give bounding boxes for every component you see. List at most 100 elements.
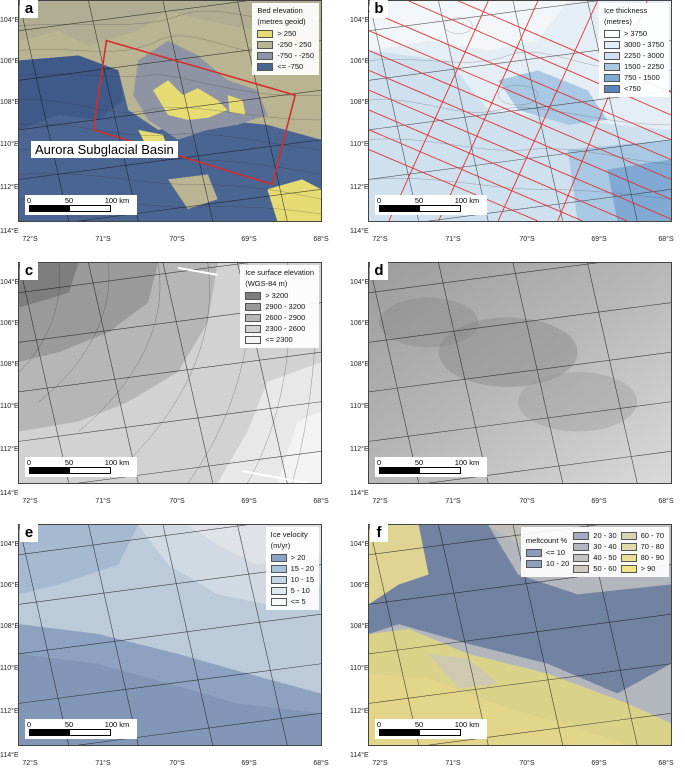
legend-row: 2250 - 3000	[603, 50, 664, 61]
lon-label: 106°E	[350, 58, 370, 65]
legend-title: meltcount %	[525, 536, 568, 545]
meltcount-map: meltcount % <= 10 10 - 20 20 - 30 30 - 4…	[368, 524, 672, 746]
panel-label: c	[20, 262, 38, 280]
legend-row: 70 - 80	[620, 541, 664, 552]
panel-label: e	[20, 524, 38, 542]
legend-subtitle: (WGS-84 m)	[245, 279, 288, 288]
lon-label: 108°E	[0, 623, 20, 630]
legend-row: > 250	[257, 28, 314, 39]
lat-label: 72°S	[372, 760, 388, 767]
bed-elevation-map: Aurora Subglacial Basin Bed elevation (m…	[18, 0, 322, 222]
legend-row: <= 10	[525, 547, 569, 558]
lon-label: 104°E	[350, 17, 370, 24]
legend-subtitle: (metres geoid)	[257, 17, 306, 26]
lat-label: 70°S	[169, 760, 185, 767]
lon-label: 108°E	[350, 361, 370, 368]
legend-row: > 90	[620, 563, 664, 574]
lon-label: 114°E	[0, 490, 19, 497]
lon-label: 110°E	[350, 665, 369, 672]
legend-row: <= -750	[257, 61, 314, 72]
lon-label: 104°E	[0, 541, 20, 548]
legend-row: 30 - 40	[573, 541, 617, 552]
panel-c: c Ice surfa	[0, 262, 329, 505]
lat-label: 70°S	[519, 760, 535, 767]
lon-label: 106°E	[0, 58, 20, 65]
lat-label: 71°S	[95, 760, 111, 767]
panel-label: b	[370, 0, 388, 18]
lat-label: 71°S	[445, 498, 461, 505]
legend-row: -250 - 250	[257, 39, 314, 50]
legend-row: <= 2300	[245, 334, 314, 345]
legend: Ice velocity (m/yr) > 20 15 - 20 10 - 15…	[265, 527, 319, 610]
scale-bar: 0 50 100 km	[25, 719, 137, 739]
panel-e: e Ice velocity (m/yr) > 20 15 - 20 10 - …	[0, 524, 329, 767]
lon-label: 112°E	[350, 184, 369, 191]
lat-label: 68°S	[313, 498, 329, 505]
lon-label: 106°E	[350, 582, 370, 589]
legend-row: 750 - 1500	[603, 72, 664, 83]
lon-label: 110°E	[0, 665, 19, 672]
legend-title: Bed elevation	[257, 6, 303, 15]
legend: Ice surface elevation (WGS-84 m) > 3200 …	[240, 265, 319, 348]
legend-row: 2600 - 2900	[245, 312, 314, 323]
legend-row: > 3200	[245, 290, 314, 301]
lon-label: 110°E	[350, 141, 369, 148]
lon-label: 104°E	[350, 541, 370, 548]
lat-label: 71°S	[445, 760, 461, 767]
lon-label: 112°E	[350, 446, 369, 453]
legend-row: 10 - 20	[525, 558, 569, 569]
legend-row: 40 - 50	[573, 552, 617, 563]
legend-row: 2300 - 2600	[245, 323, 314, 334]
lon-label: 110°E	[350, 403, 369, 410]
scale-bar: 0 50 100 km	[25, 195, 137, 215]
lat-label: 68°S	[313, 760, 329, 767]
lon-label: 106°E	[0, 582, 20, 589]
lon-label: 108°E	[0, 361, 20, 368]
legend-row: 2900 - 3200	[245, 301, 314, 312]
lon-label: 112°E	[0, 184, 19, 191]
lat-label: 69°S	[241, 236, 257, 243]
lon-label: 114°E	[350, 752, 369, 759]
legend: Bed elevation (metres geoid) > 250 -250 …	[252, 3, 319, 75]
lat-label: 70°S	[169, 236, 185, 243]
lat-label: 68°S	[313, 236, 329, 243]
legend: Ice thickness (metres) > 3750 3000 - 375…	[598, 3, 669, 97]
lat-label: 72°S	[22, 760, 38, 767]
aurora-basin-annotation: Aurora Subglacial Basin	[31, 141, 178, 158]
lon-label: 114°E	[350, 228, 369, 235]
lat-label: 69°S	[241, 760, 257, 767]
lat-label: 71°S	[95, 498, 111, 505]
ice-velocity-map: Ice velocity (m/yr) > 20 15 - 20 10 - 15…	[18, 524, 322, 746]
legend-row: > 3750	[603, 28, 664, 39]
lon-label: 112°E	[0, 446, 19, 453]
scale-bar: 0 50 100 km	[375, 457, 487, 477]
legend-row: <750	[603, 83, 664, 94]
lat-label: 72°S	[372, 498, 388, 505]
hillshade-map: 0 50 100 km	[368, 262, 672, 484]
lon-label: 106°E	[0, 320, 20, 327]
lat-label: 71°S	[445, 236, 461, 243]
legend-row: 15 - 20	[270, 563, 314, 574]
legend-row: 20 - 30	[573, 530, 617, 541]
lat-label: 69°S	[241, 498, 257, 505]
panel-label: f	[370, 524, 388, 542]
lat-label: 72°S	[22, 498, 38, 505]
lon-label: 112°E	[350, 708, 369, 715]
scale-bar: 0 50 100 km	[375, 719, 487, 739]
lon-label: 104°E	[0, 17, 20, 24]
lon-label: 104°E	[350, 279, 370, 286]
legend-row: 10 - 15	[270, 574, 314, 585]
lat-label: 70°S	[169, 498, 185, 505]
legend-row: > 20	[270, 552, 314, 563]
lon-label: 108°E	[0, 99, 20, 106]
lon-label: 110°E	[0, 141, 19, 148]
lat-label: 68°S	[658, 498, 674, 505]
legend-title: Ice surface elevation	[245, 268, 314, 277]
legend-row: 5 - 10	[270, 585, 314, 596]
lon-label: 108°E	[350, 99, 370, 106]
panel-label: a	[20, 0, 38, 18]
ice-surface-elevation-map: Ice surface elevation (WGS-84 m) > 3200 …	[18, 262, 322, 484]
panel-d: d 0 50 100 km 104°E 106°E 1	[350, 262, 674, 505]
panel-f: f meltcount % <= 10 10 - 20	[350, 524, 674, 767]
lon-label: 114°E	[0, 752, 19, 759]
